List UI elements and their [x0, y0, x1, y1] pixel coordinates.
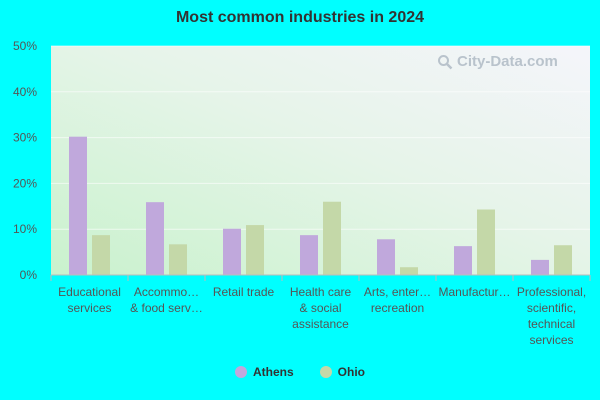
legend: Athens Ohio — [0, 365, 600, 379]
x-tick-label-line: & social — [299, 301, 341, 315]
x-tick-label: Accommo… & food serv… — [130, 285, 203, 315]
plot-background — [51, 46, 590, 275]
y-tick-label: 10% — [13, 222, 37, 236]
x-tick-label: Retail trade — [213, 285, 275, 299]
x-tick-label-line: services — [529, 333, 573, 347]
x-tick-label: Educational services — [58, 285, 121, 315]
bar-ohio — [477, 209, 495, 275]
x-tick-label-line: recreation — [371, 301, 424, 315]
bar-ohio — [554, 245, 572, 275]
bar-athens — [454, 246, 472, 275]
legend-swatch-athens — [235, 366, 247, 378]
x-tick-label-line: services — [67, 301, 111, 315]
y-tick-label: 50% — [13, 39, 37, 53]
bar-ohio — [92, 235, 110, 275]
bar-athens — [69, 136, 87, 275]
watermark-text: City-Data.com — [457, 53, 558, 70]
bar-athens — [146, 202, 164, 275]
x-tick-label-line: & food serv… — [130, 301, 203, 315]
x-tick-label-line: Professional, — [517, 285, 586, 299]
bar-ohio — [400, 267, 418, 275]
bar-athens — [531, 259, 549, 275]
x-tick-label: Manufactur… — [438, 285, 510, 299]
x-tick-label-line: Arts, enter… — [364, 285, 431, 299]
x-tick-label: Health care & social assistance — [290, 285, 352, 331]
legend-item-ohio: Ohio — [319, 365, 365, 379]
x-tick-label-line: Health care — [290, 285, 352, 299]
legend-label-athens: Athens — [253, 365, 294, 379]
x-tick-label-line: Accommo… — [134, 285, 199, 299]
bar-athens — [300, 235, 318, 275]
bar-ohio — [169, 244, 187, 275]
bar-ohio — [246, 225, 264, 275]
x-tick-label-line: assistance — [292, 317, 349, 331]
bar-athens — [377, 239, 395, 275]
x-tick-label: Arts, enter… recreation — [364, 285, 431, 315]
x-tick-label: Professional, scientific, technical service… — [517, 285, 586, 347]
watermark: City-Data.com — [437, 53, 558, 70]
legend-swatch-ohio — [319, 366, 332, 378]
chart-title: Most common industries in 2024 — [175, 9, 425, 26]
bar-athens — [223, 228, 241, 275]
x-tick-label-line: Educational — [58, 285, 121, 299]
x-tick-label-line: Retail trade — [213, 285, 275, 299]
y-tick-label: 20% — [13, 176, 37, 190]
y-tick-label: 30% — [13, 131, 37, 145]
legend-item-athens: Athens — [235, 365, 294, 379]
bar-ohio — [323, 201, 341, 275]
y-tick-label: 40% — [13, 85, 37, 99]
x-tick-label-line: Manufactur… — [438, 285, 510, 299]
y-tick-label: 0% — [20, 268, 38, 282]
x-tick-label-line: scientific, — [527, 301, 576, 315]
legend-label-ohio: Ohio — [337, 365, 365, 379]
x-tick-label-line: technical — [528, 317, 575, 331]
search-icon — [438, 54, 453, 69]
